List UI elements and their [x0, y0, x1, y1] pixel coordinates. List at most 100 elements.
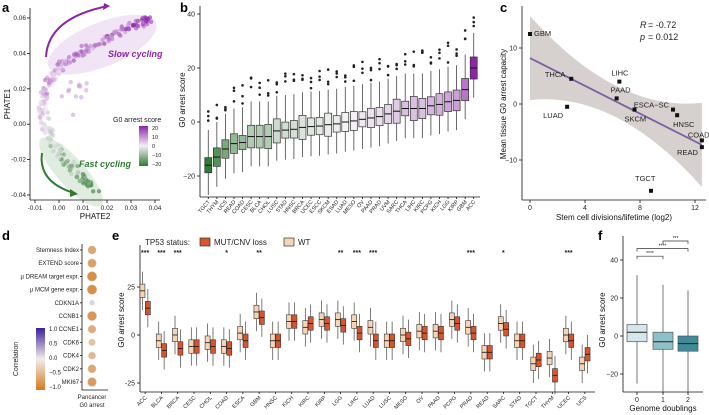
correlation-dot	[88, 338, 96, 346]
cell-point	[48, 79, 54, 84]
r-label: R	[640, 20, 647, 30]
cell-point	[79, 94, 84, 100]
y-axis-label: Mean tissue G0 arrest capacity	[499, 49, 508, 159]
outlier-point	[412, 50, 416, 53]
cell-point	[68, 166, 73, 172]
color-scale-bar	[36, 328, 45, 390]
p-value: = 0.012	[648, 32, 678, 42]
x-tick-label: 0.01	[77, 205, 90, 212]
outlier-point	[335, 72, 339, 75]
outlier-point	[292, 72, 296, 76]
outlier-point	[369, 66, 373, 70]
correlation-dot	[87, 325, 97, 334]
y-axis-label: G0 arrest score	[178, 72, 187, 128]
point-label: READ	[677, 148, 698, 157]
outlier-point	[369, 78, 373, 82]
legend-tick-label: 10	[152, 135, 158, 141]
outlier-point	[352, 64, 356, 67]
x-tick-label: 12	[691, 205, 699, 212]
cell-point	[37, 109, 42, 114]
correlation-dot	[87, 377, 97, 387]
outlier-point	[438, 57, 441, 60]
x-tick-label: 0.00	[53, 205, 66, 212]
cell-point	[76, 82, 82, 87]
cell-point	[90, 189, 96, 194]
legend-label-wt: WT	[298, 238, 311, 247]
cell-point	[79, 43, 84, 49]
y-tick-label: 0.00	[13, 121, 26, 128]
cell-point	[52, 144, 58, 149]
cell-point	[109, 34, 114, 39]
y-tick-label: 40	[187, 12, 195, 19]
row-label: µ MCM gene expr.	[30, 288, 79, 294]
data-point	[569, 76, 574, 81]
outlier-point	[266, 94, 270, 97]
data-point	[699, 145, 704, 150]
cell-point	[55, 67, 60, 72]
significance-label: ****	[659, 244, 667, 250]
cell-point	[80, 172, 86, 177]
y-axis-label: G0 arrest score	[598, 292, 607, 348]
y-tick-label: 0.02	[13, 86, 26, 93]
legend-tick-label: −1.0	[49, 385, 62, 391]
outlier-point	[446, 61, 450, 64]
cell-point	[48, 143, 53, 149]
x-tick-label: 4	[583, 205, 587, 212]
cell-point	[76, 170, 81, 175]
cell-point	[131, 23, 136, 28]
legend-title: G0 arrest score	[113, 117, 161, 124]
legend-tick-label: 0.5	[49, 342, 58, 348]
row-label: MKI67	[62, 380, 80, 386]
cell-point	[63, 58, 68, 64]
outlier-point	[249, 85, 253, 89]
x-tick-label: 0.03	[125, 205, 138, 212]
y-tick-label: 0	[191, 120, 195, 127]
correlation-dot	[87, 364, 97, 374]
legend-tick-label: 0.0	[49, 356, 58, 362]
data-point	[632, 107, 637, 112]
x-axis-label: PHATE2	[80, 212, 111, 221]
row-label: CDKN1A	[55, 301, 79, 307]
y-tick-label: 0.04	[13, 50, 26, 57]
outlier-point	[326, 68, 330, 71]
outlier-point	[361, 71, 364, 75]
box-doublings-1	[652, 331, 674, 350]
outlier-point	[429, 55, 433, 59]
correlation-dot	[86, 271, 98, 282]
outlier-point	[232, 86, 236, 90]
row-label: CCNB1	[59, 314, 80, 320]
outlier-point	[215, 103, 219, 107]
outlier-point	[241, 102, 244, 105]
outlier-point	[326, 80, 330, 84]
outlier-point	[232, 89, 236, 92]
x-tick-label: BRCA	[166, 395, 181, 410]
p-label: p	[639, 32, 645, 42]
significance-bracket	[636, 255, 664, 260]
x-tick-label: KIRP	[314, 395, 328, 409]
point-label: GBM	[534, 29, 551, 38]
arrowhead-icon	[70, 189, 78, 197]
outlier-point	[472, 16, 476, 19]
legend-swatch-wt	[283, 237, 295, 247]
data-point	[565, 104, 570, 109]
outlier-point	[275, 91, 279, 94]
x-tick-label: SARC	[492, 395, 507, 410]
outlier-point	[455, 54, 458, 58]
cell-point	[83, 88, 89, 93]
x-axis-label-line1: Pancancer	[78, 395, 107, 401]
panel-label-e: e	[112, 228, 119, 243]
outlier-point	[386, 73, 390, 77]
y-tick-label: −10	[505, 158, 517, 165]
cell-point	[112, 30, 117, 35]
slow-cycling-label: Slow cycling	[108, 49, 163, 59]
y-tick-label: 10	[509, 46, 517, 53]
outlier-point	[215, 116, 219, 120]
y-tick-label: 0	[131, 333, 135, 340]
x-tick-label: ACC	[465, 199, 477, 212]
outlier-point	[403, 52, 407, 56]
outlier-point	[318, 75, 321, 78]
cell-point	[133, 26, 139, 31]
outlier-point	[206, 119, 210, 122]
row-label: EXTEND score	[38, 261, 79, 267]
